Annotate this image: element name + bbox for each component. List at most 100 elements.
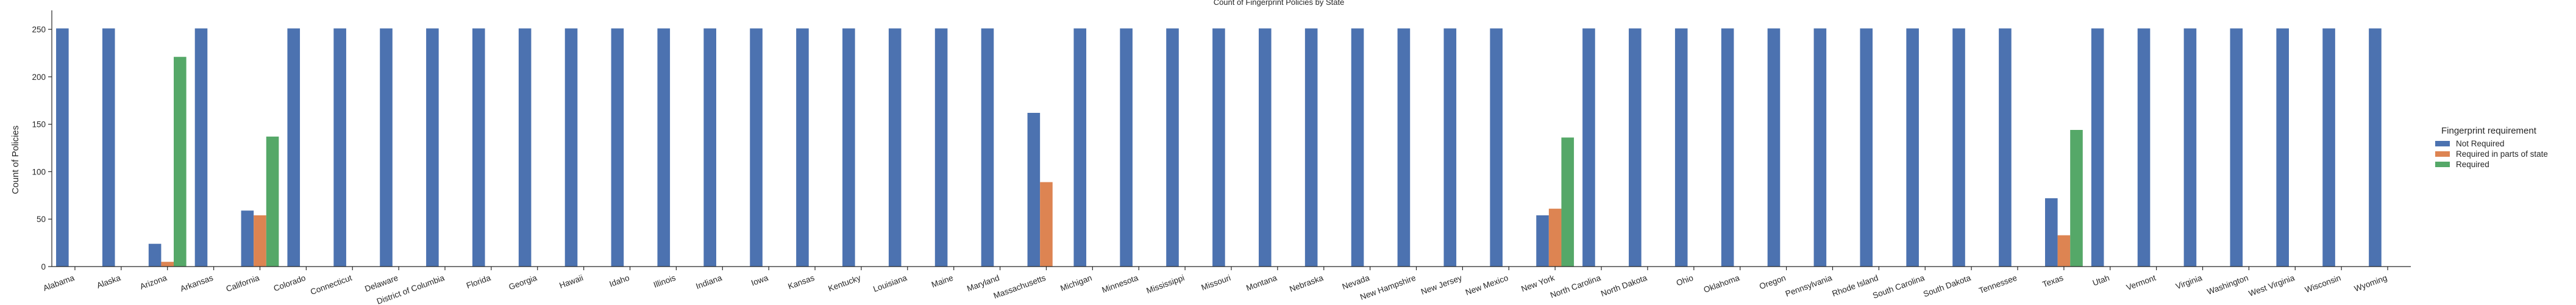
- bar: [1767, 28, 1781, 267]
- bar: [2091, 28, 2104, 267]
- x-tick-label: North Carolina: [1549, 273, 1602, 300]
- bar: [1999, 28, 2012, 267]
- x-tick-label: Wyoming: [2353, 273, 2388, 293]
- x-tick-label: Indiana: [695, 273, 724, 291]
- x-tick-label: South Dakota: [1922, 273, 1972, 299]
- x-tick-label: New Mexico: [1464, 273, 1509, 297]
- x-tick-label: Wisconsin: [2304, 273, 2342, 295]
- bar: [1120, 28, 1133, 267]
- x-tick-label: Virginia: [2174, 273, 2204, 292]
- x-tick-label: Arizona: [139, 273, 169, 292]
- x-tick-label: Arkansas: [179, 273, 215, 293]
- bar: [1490, 28, 1503, 267]
- x-tick-label: Idaho: [608, 273, 631, 289]
- x-tick-label: Illinois: [652, 273, 677, 290]
- bar: [1952, 28, 1965, 267]
- bar: [1040, 182, 1053, 267]
- bar: [2276, 28, 2289, 267]
- bar: [611, 28, 624, 267]
- bar: [1860, 28, 1873, 267]
- x-tick-label: Texas: [2041, 273, 2065, 289]
- bar: [1304, 28, 1318, 267]
- bar: [1351, 28, 1364, 267]
- x-tick-label: Alaska: [96, 273, 123, 290]
- x-tick-label: Montana: [1245, 273, 1278, 293]
- bar: [888, 28, 902, 267]
- bar: [2322, 28, 2335, 267]
- bar: [1582, 28, 1595, 267]
- legend: Fingerprint requirement Not RequiredRequ…: [2435, 126, 2548, 169]
- bar: [287, 28, 301, 267]
- x-tick-label: Pennsylvania: [1784, 273, 1834, 299]
- bar: [1166, 28, 1179, 267]
- bar: [380, 28, 393, 267]
- y-tick-label: 0: [41, 262, 46, 271]
- y-tick-label: 50: [37, 215, 46, 224]
- x-tick-label: Iowa: [750, 273, 769, 288]
- x-tick-label: Florida: [465, 273, 492, 290]
- y-tick-label: 100: [32, 167, 46, 176]
- bar: [1674, 28, 1688, 267]
- legend-label: Required: [2456, 160, 2489, 169]
- x-tick-label: California: [225, 273, 261, 294]
- x-tick-label: Nevada: [1341, 273, 1371, 292]
- bar: [254, 215, 266, 267]
- bar: [981, 28, 994, 267]
- x-tick-label: Oklahoma: [1703, 273, 1741, 295]
- bar: [1906, 28, 1919, 267]
- x-tick-label: Hawaii: [558, 273, 584, 290]
- bar: [564, 28, 578, 267]
- bar: [266, 136, 279, 267]
- x-tick-label: Oregon: [1758, 273, 1787, 291]
- x-tick-label: West Virginia: [2247, 273, 2296, 298]
- x-tick-label: Alabama: [42, 273, 76, 293]
- bar: [426, 28, 439, 267]
- bar: [2230, 28, 2243, 267]
- legend-swatch: [2435, 162, 2450, 167]
- bar: [1629, 28, 1642, 267]
- bar: [2070, 130, 2083, 267]
- bar: [518, 28, 532, 267]
- legend-label: Not Required: [2456, 139, 2505, 148]
- x-tick-label: Kansas: [787, 273, 816, 292]
- x-tick-label: Louisiana: [872, 273, 908, 294]
- bar: [333, 28, 346, 267]
- x-tick-label: South Carolina: [1871, 273, 1926, 301]
- bar: [161, 262, 174, 267]
- bar: [1443, 28, 1457, 267]
- legend-label: Required in parts of state: [2456, 149, 2548, 159]
- bar: [102, 28, 115, 267]
- bar: [56, 28, 69, 267]
- bar: [1721, 28, 1734, 267]
- bar: [842, 28, 855, 267]
- bar: [1548, 209, 1562, 267]
- bar: [1258, 28, 1272, 267]
- bar: [2044, 198, 2058, 267]
- x-tick-label: Kentucky: [827, 273, 863, 293]
- x-tick-label: North Dakota: [1599, 273, 1648, 298]
- bar: [472, 28, 485, 267]
- bar: [1073, 28, 1087, 267]
- x-tick-label: Vermont: [2125, 273, 2157, 292]
- x-axis: Alabama Alaska Arizona Arkansas California Co…: [42, 266, 2411, 305]
- chart-title: Count of Fingerprint Policies by State: [1214, 0, 1345, 7]
- bar: [194, 28, 208, 267]
- bar: [1561, 137, 1574, 267]
- bar: [1027, 113, 1041, 267]
- bars-group: [56, 28, 2382, 267]
- bar: [2137, 28, 2151, 267]
- x-tick-label: Utah: [2091, 273, 2111, 288]
- bar: [1536, 215, 1549, 267]
- x-tick-label: Ohio: [1675, 273, 1695, 288]
- bar: [174, 57, 187, 267]
- y-axis-label: Count of Policies: [10, 126, 21, 195]
- bar: [241, 210, 254, 267]
- x-tick-label: Maine: [930, 273, 955, 290]
- x-tick-label: Colorado: [272, 273, 307, 293]
- bar: [934, 28, 948, 267]
- x-tick-label: Connecticut: [309, 273, 353, 297]
- bar: [657, 28, 671, 267]
- y-tick-label: 150: [32, 120, 46, 129]
- bar: [703, 28, 716, 267]
